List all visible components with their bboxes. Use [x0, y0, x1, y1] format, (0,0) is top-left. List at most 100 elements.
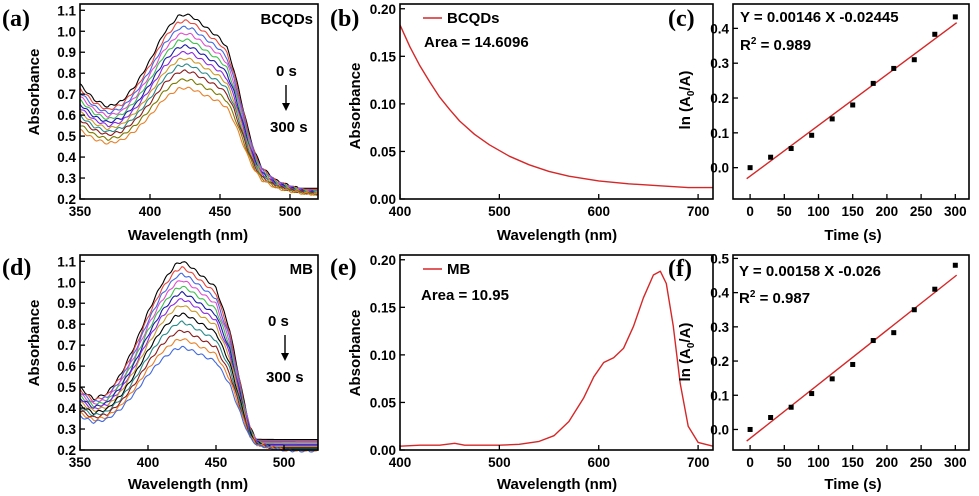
- x-tick-label-c-5: 250: [910, 204, 933, 219]
- data-point-c-0: [747, 165, 753, 171]
- y-tick-label-c-1: 0.1: [710, 126, 729, 141]
- y-axis-label-e: Absorbance: [347, 310, 364, 397]
- x-tick-label-b-0: 400: [389, 204, 412, 219]
- spectrum-series-a-2: [79, 25, 318, 192]
- panel-title-d: MB: [290, 261, 313, 278]
- panel-label-b: (b): [330, 6, 359, 32]
- y-tick-label-b-0: 0.00: [370, 192, 396, 207]
- y-axis-label-a: Absorbance: [26, 49, 43, 136]
- y-tick-label-b-4: 0.20: [370, 2, 396, 17]
- plot-area-f: 0 50 100 150 200 250 300 0.0 0.1 0.2 0.3 0.4 0.5: [710, 251, 970, 470]
- start-time-label-a: 0 s: [276, 63, 297, 80]
- y-tick-label-d-4: 0.6: [57, 359, 76, 374]
- y-tick-label-c-2: 0.2: [710, 91, 729, 106]
- x-tick-label-c-1: 50: [777, 204, 792, 219]
- panel-c: (c) 0 50 100 150 200 250 300 0.0 0.1 0.2 0.3 0.4 Y …: [668, 3, 970, 244]
- panel-label-e: (e): [330, 255, 357, 281]
- spectrum-series-d-1: [79, 265, 318, 442]
- r-squared-c: R2 = 0.989: [740, 36, 811, 54]
- data-point-c-5: [850, 102, 856, 108]
- panel-d: (d) 350 400 450 500 0.2 0.3 0.4 0.5 0.6 0.7 0.8 0.9…: [2, 254, 319, 493]
- spectrum-line-b: [399, 24, 713, 189]
- y-tick-label-d-3: 0.5: [57, 380, 76, 395]
- spectrum-line-e: [399, 270, 714, 447]
- x-axis-label-a: Wavelength (nm): [128, 227, 248, 244]
- y-tick-label-e-4: 0.20: [370, 253, 396, 268]
- y-tick-label-f-4: 0.4: [710, 286, 729, 301]
- plot-frame-c: [732, 3, 970, 200]
- spectrum-series-d-6: [79, 298, 318, 447]
- data-point-f-0: [747, 426, 753, 432]
- end-time-label-a: 300 s: [270, 119, 308, 136]
- plot-frame-f: [732, 254, 970, 451]
- panel-f: (f) 0 50 100 150 200 250 300 0.0 0.1 0.2 0.3 0.4 0.5…: [668, 251, 970, 493]
- fit-equation-f: Y = 0.00158 X -0.026: [739, 263, 881, 280]
- y-tick-label-a-7: 0.9: [57, 45, 76, 60]
- plot-area-a: 350 400 450 500 0.2 0.3 0.4 0.5 0.6 0.7 0.8 0.9 1.0 1…: [57, 3, 319, 219]
- data-point-c-3: [809, 132, 815, 138]
- y-axis-label-b: Absorbance: [347, 63, 364, 150]
- plot-frame-e: [399, 254, 714, 451]
- data-point-c-8: [911, 57, 917, 63]
- x-tick-label-b-3: 700: [687, 204, 710, 219]
- data-point-f-1: [768, 415, 774, 420]
- data-point-c-9: [932, 31, 938, 37]
- data-point-f-3: [809, 391, 815, 397]
- x-tick-label-d-0: 350: [69, 455, 92, 470]
- x-tick-label-d-1: 400: [137, 455, 160, 470]
- y-tick-label-b-2: 0.10: [370, 97, 396, 112]
- panel-label-f: (f): [668, 256, 692, 282]
- x-tick-label-f-5: 250: [910, 455, 933, 470]
- panel-label-a: (a): [2, 6, 30, 32]
- y-tick-label-e-0: 0.00: [370, 443, 396, 458]
- y-tick-label-d-5: 0.7: [57, 338, 76, 353]
- x-tick-label-a-2: 450: [209, 204, 232, 219]
- y-tick-label-c-0: 0.0: [710, 161, 729, 176]
- y-tick-label-f-3: 0.3: [710, 320, 729, 335]
- time-arrow-a: [282, 85, 290, 111]
- panel-label-c: (c): [668, 6, 695, 32]
- x-tick-label-c-3: 150: [841, 204, 864, 219]
- y-tick-label-d-2: 0.4: [57, 401, 76, 416]
- x-tick-label-b-2: 600: [587, 204, 610, 219]
- y-tick-label-a-9: 1.1: [57, 3, 76, 18]
- legend-label-b: BCQDs: [447, 10, 500, 27]
- spectrum-series-a-7: [79, 57, 319, 195]
- x-tick-label-f-3: 150: [841, 455, 864, 470]
- data-point-f-9: [932, 286, 938, 292]
- y-tick-label-d-6: 0.8: [57, 317, 76, 332]
- plot-area-d: 350 400 450 500 0.2 0.3 0.4 0.5 0.6 0.7 0.8 0.9 1.0 1…: [57, 254, 319, 470]
- spectrum-series-a-10: [80, 78, 319, 196]
- x-axis-label-c: Time (s): [824, 227, 881, 244]
- y-axis-label-d: Absorbance: [26, 300, 43, 387]
- x-axis-label-d: Wavelength (nm): [128, 476, 248, 493]
- panel-b: (b) 400 500 600 700 0.00 0.05 0.10 0.15 0.20 BCQ…: [330, 2, 714, 244]
- data-point-f-6: [870, 338, 876, 344]
- y-tick-label-c-4: 0.4: [710, 21, 729, 36]
- area-label-e: Area = 10.95: [421, 287, 509, 304]
- fit-line-c: [746, 22, 958, 180]
- data-point-f-5: [850, 361, 856, 367]
- time-arrow-d: [281, 335, 289, 361]
- x-axis-label-b: Wavelength (nm): [497, 227, 617, 244]
- panel-label-d: (d): [2, 255, 31, 281]
- x-tick-label-c-0: 0: [746, 204, 754, 219]
- data-point-c-2: [788, 146, 794, 152]
- x-axis-label-e: Wavelength (nm): [497, 476, 617, 493]
- y-tick-label-e-3: 0.15: [370, 300, 397, 315]
- y-tick-label-b-3: 0.15: [370, 49, 397, 64]
- panel-title-a: BCQDs: [260, 11, 313, 28]
- spectrum-series-d-7: [80, 305, 318, 448]
- data-point-c-1: [768, 154, 774, 160]
- y-tick-label-f-5: 0.5: [710, 251, 729, 266]
- y-axis-label-c: ln (A0/A): [677, 71, 697, 130]
- y-tick-label-d-8: 1.0: [57, 275, 76, 290]
- data-point-f-2: [788, 404, 794, 410]
- y-tick-label-a-1: 0.3: [57, 171, 76, 186]
- x-tick-label-e-1: 500: [488, 455, 511, 470]
- x-tick-label-d-2: 450: [205, 455, 228, 470]
- data-point-c-6: [870, 80, 876, 86]
- fit-line-f: [746, 274, 958, 442]
- spectrum-series-d-11: [79, 338, 319, 452]
